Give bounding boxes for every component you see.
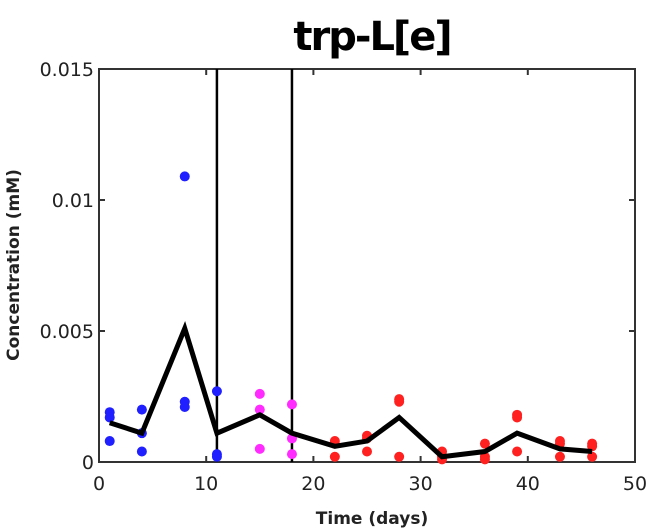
blue-data-point	[211, 386, 222, 397]
x-tick-label: 30	[409, 473, 433, 495]
blue-data-point	[136, 404, 147, 415]
y-axis-label: Concentration (mM)	[4, 169, 24, 361]
red-data-point	[329, 451, 340, 462]
red-data-point	[512, 412, 523, 423]
x-tick-label: 20	[301, 473, 325, 495]
blue-data-point	[211, 451, 222, 462]
y-tick-label: 0.005	[40, 321, 94, 343]
data-points	[104, 171, 598, 465]
x-tick-label: 50	[623, 473, 647, 495]
red-data-point	[554, 451, 565, 462]
blue-data-point	[179, 401, 190, 412]
phase-divider-lines	[215, 69, 294, 462]
blue-data-point	[104, 412, 115, 423]
red-data-point	[394, 451, 405, 462]
tick-labels: 0 10 20 30 40 50 0 0.005 0.01 0.015	[40, 59, 648, 495]
mean-line	[108, 320, 593, 460]
red-data-point	[394, 396, 405, 407]
x-tick-label: 40	[516, 473, 540, 495]
blue-data-point	[179, 171, 190, 182]
red-data-point	[587, 441, 598, 452]
magenta-data-point	[286, 449, 297, 460]
x-tick-label: 0	[93, 473, 105, 495]
plot-area-frame	[98, 68, 636, 463]
x-tick-label: 10	[194, 473, 218, 495]
magenta-data-point	[286, 399, 297, 410]
y-tick-label: 0	[82, 452, 94, 474]
magenta-data-point	[254, 443, 265, 454]
y-tick-label: 0.01	[52, 190, 94, 212]
chart-title: trp-L[e]	[293, 14, 450, 60]
magenta-data-point	[254, 388, 265, 399]
magenta-data-point	[254, 404, 265, 415]
red-data-point	[479, 438, 490, 449]
red-data-point	[362, 446, 372, 457]
axis-ticks	[98, 68, 636, 463]
red-data-point	[479, 454, 490, 465]
red-data-point	[587, 451, 598, 462]
blue-data-point	[136, 446, 147, 457]
blue-data-point	[104, 436, 115, 447]
red-data-point	[512, 446, 523, 457]
x-axis-label: Time (days)	[316, 509, 428, 528]
y-tick-label: 0.015	[40, 59, 94, 81]
